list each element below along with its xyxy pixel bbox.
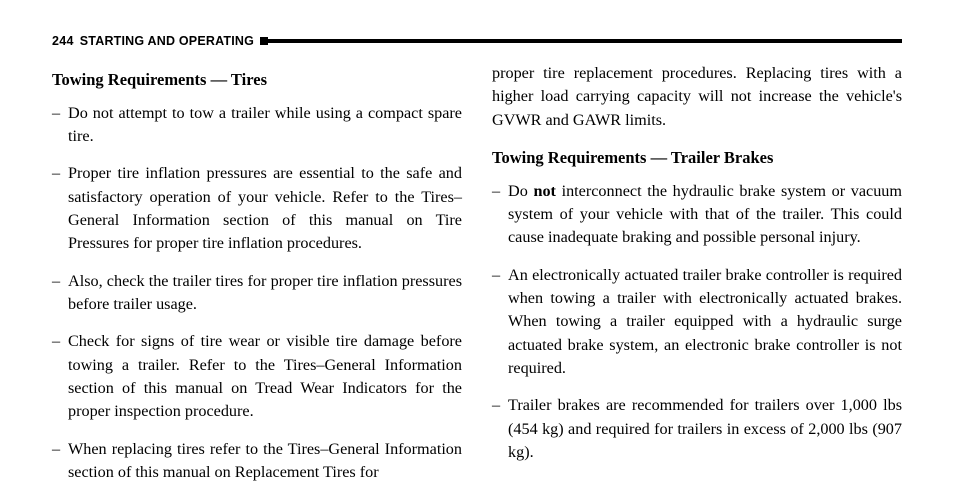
- page-header: 244 STARTING AND OPERATING: [52, 34, 902, 48]
- text-post: interconnect the hydraulic brake system …: [508, 182, 902, 247]
- bullet-text: An electronically actuated trailer brake…: [508, 264, 902, 381]
- bullet-text: Do not interconnect the hydraulic brake …: [508, 180, 902, 250]
- heading-tires: Towing Requirements — Tires: [52, 68, 462, 92]
- bullet-dash: –: [52, 438, 66, 485]
- bullet-text: Proper tire inflation pressures are esse…: [68, 162, 462, 255]
- list-item: – Also, check the trailer tires for prop…: [52, 270, 462, 317]
- bullet-dash: –: [492, 264, 506, 381]
- bullet-dash: –: [52, 330, 66, 423]
- continuation-text: proper tire replacement procedures. Repl…: [492, 62, 902, 132]
- header-square-decoration: [260, 37, 268, 45]
- bullet-dash: –: [52, 162, 66, 255]
- bullet-text: Do not attempt to tow a trailer while us…: [68, 102, 462, 149]
- bullet-dash: –: [52, 102, 66, 149]
- list-item: – Trailer brakes are recommended for tra…: [492, 394, 902, 464]
- list-item: – Do not attempt to tow a trailer while …: [52, 102, 462, 149]
- list-item: – Proper tire inflation pressures are es…: [52, 162, 462, 255]
- section-title: STARTING AND OPERATING: [80, 34, 254, 48]
- text-bold: not: [533, 182, 556, 200]
- list-item: – Do not interconnect the hydraulic brak…: [492, 180, 902, 250]
- bullet-text: Trailer brakes are recommended for trail…: [508, 394, 902, 464]
- content-columns: Towing Requirements — Tires – Do not att…: [52, 62, 902, 474]
- bullet-text: When replacing tires refer to the Tires–…: [68, 438, 462, 485]
- right-column: proper tire replacement procedures. Repl…: [492, 62, 902, 474]
- header-rule: [268, 39, 902, 43]
- left-column: Towing Requirements — Tires – Do not att…: [52, 62, 462, 474]
- bullet-dash: –: [492, 180, 506, 250]
- bullet-text: Check for signs of tire wear or visible …: [68, 330, 462, 423]
- bullet-text: Also, check the trailer tires for proper…: [68, 270, 462, 317]
- heading-trailer-brakes: Towing Requirements — Trailer Brakes: [492, 146, 902, 170]
- page-number: 244: [52, 34, 74, 48]
- list-item: – An electronically actuated trailer bra…: [492, 264, 902, 381]
- text-pre: Do: [508, 182, 533, 200]
- bullet-dash: –: [492, 394, 506, 464]
- list-item: – When replacing tires refer to the Tire…: [52, 438, 462, 485]
- list-item: – Check for signs of tire wear or visibl…: [52, 330, 462, 423]
- bullet-dash: –: [52, 270, 66, 317]
